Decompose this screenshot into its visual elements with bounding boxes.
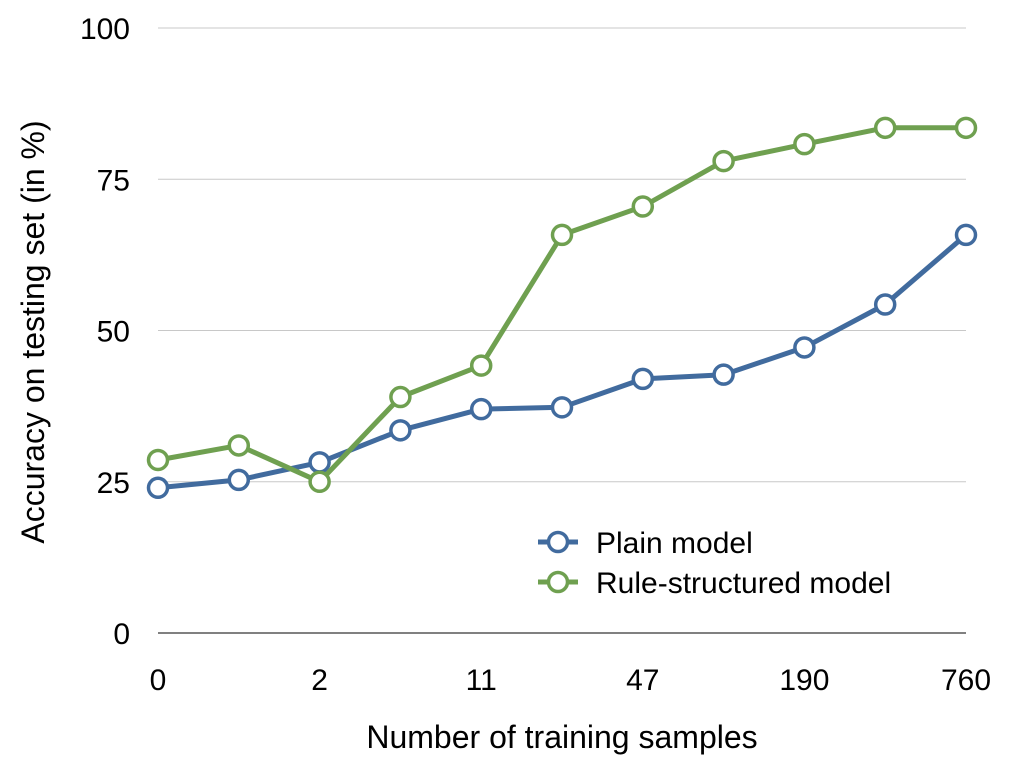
y-tick-label: 75 — [97, 164, 130, 197]
legend-label-plain: Plain model — [596, 527, 753, 560]
data-point — [227, 468, 251, 492]
y-tick-label: 100 — [80, 13, 130, 46]
legend-swatch-marker-rule — [546, 570, 570, 594]
data-point — [389, 419, 412, 442]
legend-item-rule: Rule-structured model — [538, 567, 891, 600]
data-point — [146, 448, 170, 472]
legend-label-rule: Rule-structured model — [596, 567, 891, 600]
data-point — [469, 397, 493, 421]
x-axis-title: Number of training samples — [366, 719, 757, 755]
data-point — [146, 476, 170, 500]
data-point — [631, 367, 655, 391]
data-point — [793, 336, 816, 359]
data-point — [308, 451, 331, 474]
data-point — [873, 293, 897, 316]
data-point — [631, 195, 655, 218]
data-point — [469, 354, 493, 377]
series-1 — [146, 223, 978, 500]
x-tick-label: 2 — [311, 664, 328, 697]
y-axis-ticks: 0 25 50 75 100 — [80, 13, 130, 651]
legend-swatch-marker-plain — [546, 530, 570, 554]
data-point — [308, 470, 331, 493]
x-tick-label: 0 — [150, 664, 167, 697]
series-group — [146, 116, 978, 500]
series-line — [155, 232, 969, 491]
data-point — [550, 396, 574, 419]
x-tick-label: 760 — [941, 664, 991, 697]
y-axis-title: Accuracy on testing set (in %) — [15, 120, 51, 543]
x-tick-label: 47 — [626, 664, 659, 697]
series-2 — [146, 116, 978, 493]
series-line — [155, 125, 969, 485]
legend-item-plain: Plain model — [538, 527, 753, 560]
y-tick-label: 25 — [97, 467, 130, 500]
legend: Plain model Rule-structured model — [538, 527, 891, 600]
x-tick-label: 190 — [779, 664, 829, 697]
data-point — [227, 434, 251, 457]
data-point — [954, 116, 978, 140]
grid-lines — [158, 27, 966, 634]
data-point — [389, 385, 412, 409]
y-tick-label: 50 — [97, 316, 130, 349]
data-point — [712, 149, 735, 173]
data-point — [550, 223, 574, 247]
x-axis-ticks: 0 2 11 47 190 760 — [150, 664, 991, 697]
data-point — [793, 132, 816, 156]
data-point — [712, 363, 735, 386]
y-tick-label: 0 — [113, 618, 130, 651]
data-point — [873, 116, 897, 140]
x-tick-label: 11 — [466, 664, 497, 697]
data-point — [954, 223, 978, 247]
